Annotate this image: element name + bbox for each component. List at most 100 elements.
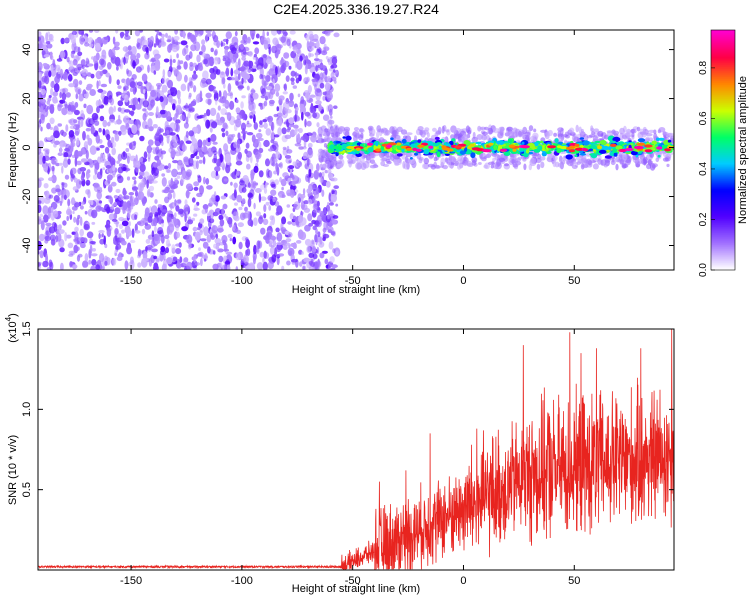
heatmap-noise-cell [315,40,320,49]
heatmap-noise-cell [49,117,55,125]
heatmap-noise-cell [222,103,228,107]
heatmap-noise-cell [283,83,287,91]
heatmap-noise-cell [77,150,83,157]
heatmap-noise-cell [213,91,219,102]
heatmap-noise-cell [175,205,180,212]
heatmap-noise-cell [124,260,129,270]
heatmap-noise-cell [324,30,331,37]
heatmap-noise-cell [100,83,108,88]
heatmap-halo-cell [528,125,534,132]
heatmap-noise-cell [263,250,267,259]
heatmap-noise-cell [132,97,139,106]
heatmap-noise-cell [57,123,62,127]
heatmap-noise-cell [138,171,145,177]
heatmap-noise-cell [146,179,149,189]
heatmap-noise-cell [86,83,93,89]
heatmap-noise-cell [156,31,162,36]
heatmap-noise-cell [86,104,94,115]
heatmap-band-cell [541,151,547,157]
heatmap-halo-cell [322,163,327,169]
heatmap-noise-cell [84,161,90,166]
heatmap-halo-cell [370,152,376,159]
heatmap-noise-cell [89,240,96,245]
heatmap-noise-cell [95,264,100,270]
heatmap-halo-cell [427,163,435,168]
heatmap-noise-cell [175,108,179,119]
heatmap-noise-cell [276,205,283,215]
heatmap-noise-cell [74,126,80,136]
heatmap-noise-cell [171,244,176,252]
heatmap-noise-cell [252,255,256,265]
heatmap-noise-cell [67,74,73,82]
heatmap-noise-cell [71,206,78,211]
heatmap-noise-cell [38,200,42,204]
heatmap-noise-cell [108,74,112,85]
heatmap-noise-cell [240,66,246,72]
heatmap-noise-cell [225,216,229,221]
heatmap-noise-cell [322,95,326,101]
heatmap-band-cell [556,148,562,153]
heatmap-noise-cell [127,45,132,51]
heatmap-noise-cell [222,122,228,129]
heatmap-noise-cell [269,88,276,95]
heatmap-noise-cell [319,236,323,245]
heatmap-halo-cell [406,157,410,164]
heatmap-noise-cell [128,119,135,125]
heatmap-noise-cell [193,85,197,93]
heatmap-noise-cell [75,93,79,100]
heatmap-noise-cell [276,232,283,242]
heatmap-noise-cell [96,100,103,106]
heatmap-noise-cell [38,204,42,213]
heatmap-band-cell [367,147,375,153]
heatmap-noise-cell [256,262,264,270]
heatmap-noise-cell [233,141,239,149]
heatmap-halo-cell [548,155,554,159]
heatmap-noise-cell [238,206,243,211]
heatmap-noise-cell [207,98,212,106]
heatmap-noise-cell [271,215,276,226]
heatmap-noise-cell [71,264,78,269]
heatmap-noise-cell [95,205,102,212]
heatmap-noise-cell [277,127,282,136]
heatmap-halo-cell [423,157,430,165]
heatmap-halo-cell [522,126,528,135]
heatmap-noise-cell [211,194,217,202]
heatmap-noise-cell [211,225,218,234]
heatmap-noise-cell [230,67,234,77]
heatmap-noise-cell [113,195,118,199]
heatmap-noise-cell [205,119,211,129]
heatmap-noise-cell [63,182,68,188]
heatmap-noise-cell [324,82,331,91]
heatmap-noise-cell [58,238,65,248]
heatmap-noise-cell [139,135,145,142]
heatmap-noise-cell [250,155,253,164]
heatmap-noise-cell [218,255,224,263]
heatmap-noise-cell [263,213,267,219]
heatmap-noise-cell [261,78,265,86]
heatmap-noise-cell [73,244,79,254]
heatmap-halo-cell [445,129,450,133]
heatmap-noise-cell [151,205,158,215]
heatmap-noise-cell [313,209,320,213]
heatmap-noise-cell [285,238,292,243]
heatmap-noise-cell [90,124,95,135]
heatmap-band-cell [375,141,379,147]
heatmap-noise-cell [324,258,329,265]
heatmap-noise-cell [176,53,179,59]
heatmap-noise-cell [121,240,127,246]
heatmap-noise-cell [202,70,209,80]
heatmap-noise-cell [67,198,71,207]
heatmap-noise-cell [219,219,225,227]
heatmap-noise-cell [81,201,85,205]
heatmap-noise-cell [69,125,77,130]
heatmap-noise-cell [286,204,291,208]
heatmap-noise-cell [73,109,80,116]
heatmap-halo-cell [367,156,372,161]
heatmap-noise-cell [206,109,211,117]
heatmap-band-cell [434,136,440,140]
heatmap-noise-cell [168,189,175,193]
heatmap-noise-cell [195,160,199,170]
heatmap-band-cell [521,141,525,145]
heatmap-noise-cell [69,104,76,113]
heatmap-noise-cell [253,165,259,173]
